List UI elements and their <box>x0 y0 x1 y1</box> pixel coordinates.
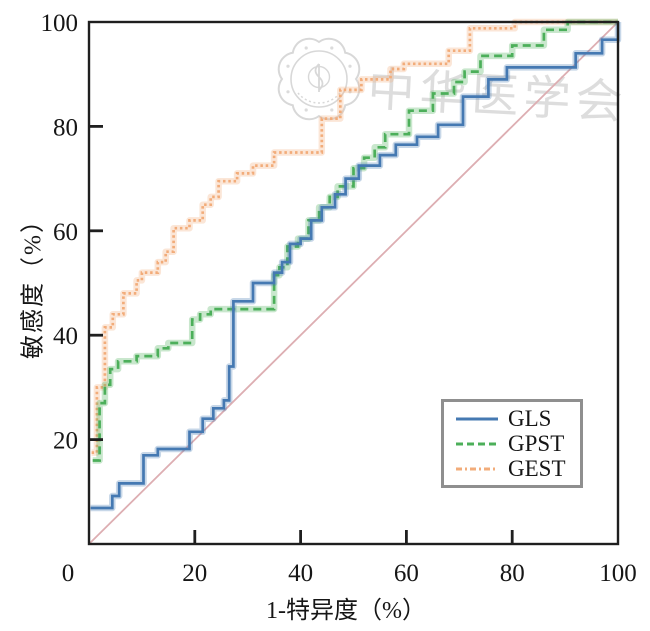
plot-box <box>87 20 620 546</box>
legend-item-gpst: GPST <box>455 432 576 455</box>
x-axis-label: 1-特异度（%） <box>266 598 426 624</box>
x-tick-label-40: 40 <box>288 560 313 587</box>
gpst-line-sample-icon <box>456 442 498 445</box>
x-tick-label-0: 0 <box>62 560 75 587</box>
legend-item-gls: GLS <box>455 407 576 430</box>
y-axis-label: 敏感度（%） <box>20 207 47 359</box>
legend-label-gpst: GPST <box>508 431 565 456</box>
y-tick-label-20: 20 <box>53 428 78 455</box>
seal-serpent <box>314 63 324 92</box>
series-halo-GEST <box>91 18 618 456</box>
gest-line-sample-icon <box>456 467 498 470</box>
y-tick-label-80: 80 <box>53 114 78 141</box>
legend-label-gest: GEST <box>508 456 566 481</box>
gls-line-sample-icon <box>456 417 498 420</box>
legend: GLS GPST GEST <box>441 399 583 488</box>
cma-seal-watermark-icon <box>273 33 365 130</box>
series-curve-GLS <box>90 22 620 510</box>
legend-label-gls: GLS <box>508 406 552 431</box>
seal-bottom-text-arc <box>297 92 341 104</box>
x-tick-label-80: 80 <box>500 560 525 587</box>
series-curve-GEST <box>91 20 618 454</box>
seal-inner-circle <box>290 50 348 108</box>
y-tick-label-60: 60 <box>53 219 78 246</box>
x-tick-label-100: 100 <box>599 560 637 587</box>
seal-dots <box>286 46 352 112</box>
x-tick-label-20: 20 <box>182 560 207 587</box>
x-tick-label-60: 60 <box>394 560 419 587</box>
legend-item-gest: GEST <box>455 457 576 480</box>
y-tick-label-40: 40 <box>53 323 78 350</box>
seal-petal-border <box>277 37 361 121</box>
y-tick-label-100: 100 <box>41 10 79 37</box>
reference-diagonal-line <box>88 21 619 545</box>
